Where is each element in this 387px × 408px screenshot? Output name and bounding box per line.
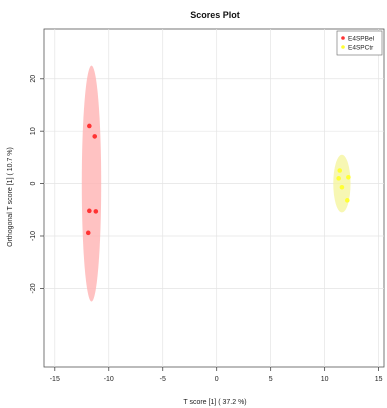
data-point-E4SPBel xyxy=(85,230,91,236)
legend-marker xyxy=(341,45,345,49)
y-tick-label: 20 xyxy=(30,75,37,83)
data-points xyxy=(85,123,351,236)
confidence-ellipses xyxy=(81,65,351,302)
legend: E4SPBel E4SPCtr xyxy=(336,30,383,56)
x-tick-label: -10 xyxy=(104,376,114,383)
y-tick-label: -10 xyxy=(30,231,37,241)
data-point-E4SPBel xyxy=(87,208,92,214)
x-tick-label: 15 xyxy=(375,376,383,383)
x-tick-label: -5 xyxy=(160,376,166,383)
data-point-E4SPCtr xyxy=(345,198,350,203)
x-axis-ticks: -15 -10 -5 0 5 10 15 xyxy=(50,367,383,383)
confidence-ellipse-E4SPBel xyxy=(81,65,102,302)
data-point-E4SPCtr xyxy=(336,176,341,181)
chart-title: Scores Plot xyxy=(190,10,240,20)
x-tick-label: 5 xyxy=(269,376,273,383)
data-point-E4SPBel xyxy=(87,123,92,129)
y-tick-label: -20 xyxy=(30,283,37,293)
data-point-E4SPCtr xyxy=(337,168,343,173)
y-tick-label: 10 xyxy=(30,127,37,135)
x-tick-label: 10 xyxy=(321,376,329,383)
legend-marker xyxy=(341,36,345,40)
y-axis-ticks: -20 -10 0 10 20 xyxy=(30,75,44,293)
data-point-E4SPBel xyxy=(92,134,98,139)
y-tick-label: 0 xyxy=(30,182,37,186)
legend-entry: E4SPCtr xyxy=(348,44,374,51)
legend-entry: E4SPBel xyxy=(348,35,375,42)
x-axis-label: T score [1] ( 37.2 %) xyxy=(183,399,246,406)
x-tick-label: 0 xyxy=(215,376,219,383)
data-point-E4SPBel xyxy=(93,209,99,214)
data-point-E4SPCtr xyxy=(346,175,351,180)
x-tick-label: -15 xyxy=(50,376,60,383)
data-point-E4SPCtr xyxy=(339,184,345,190)
y-axis-label: Orthogonal T score [1] ( 10.7 %) xyxy=(7,147,14,247)
confidence-ellipse-E4SPCtr xyxy=(333,154,351,213)
legend-box xyxy=(336,30,383,56)
